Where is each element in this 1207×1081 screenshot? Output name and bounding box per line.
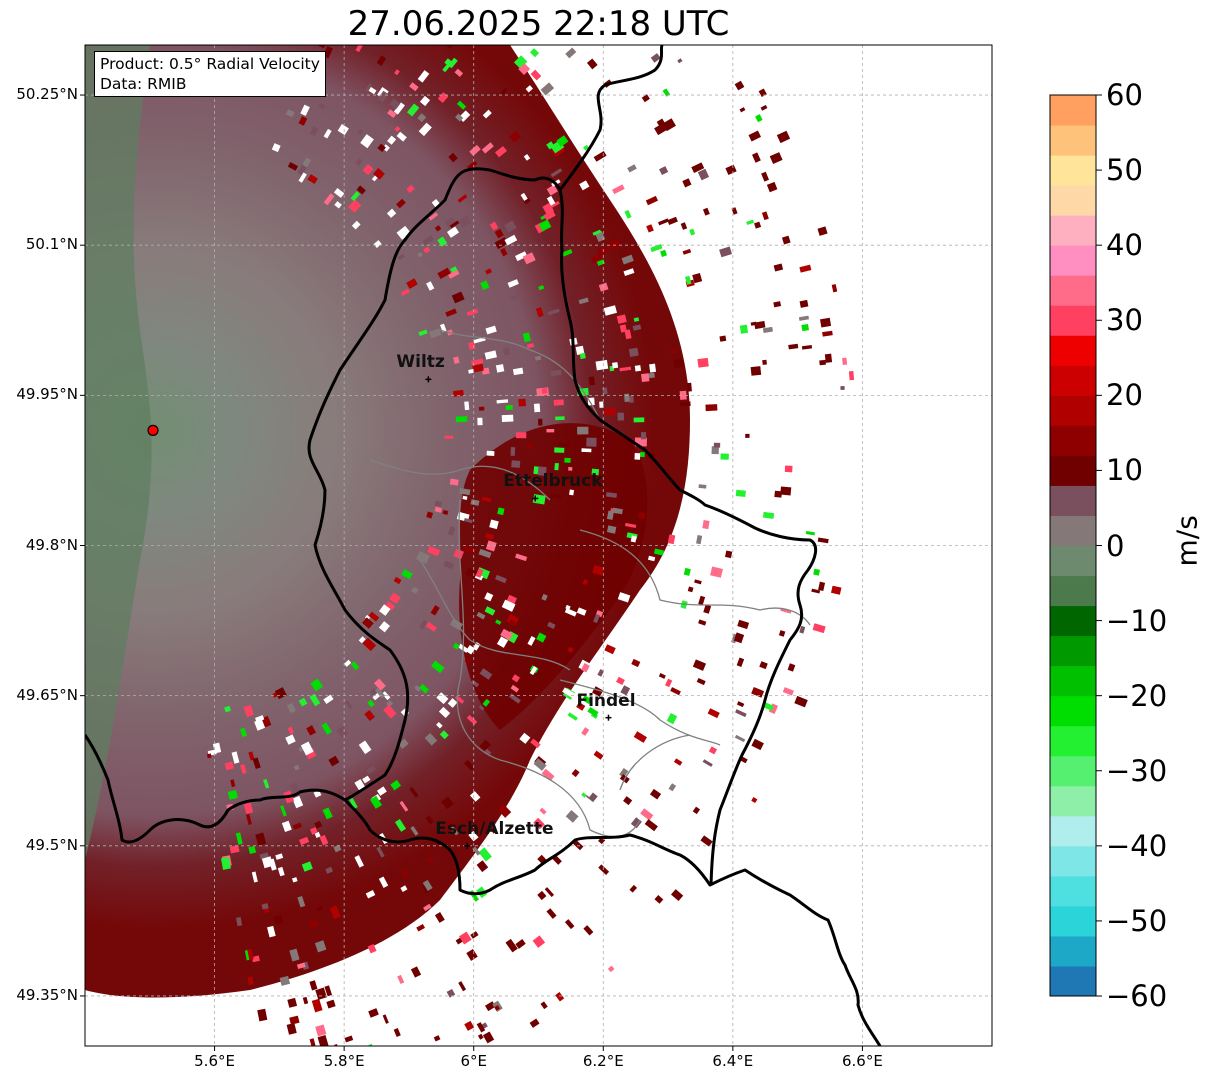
colorbar-tick-label: −50 <box>1106 903 1168 938</box>
city-label: Esch/Alzette <box>435 818 554 839</box>
colorbar-tick-label: 0 <box>1106 528 1125 563</box>
city-markers <box>425 376 612 849</box>
city-label: Wiltz <box>396 352 445 373</box>
map-title: 27.06.2025 22:18 UTC <box>347 4 730 44</box>
data-source-text: Data: RMIB <box>100 75 187 93</box>
colorbar-tick-label: 60 <box>1106 78 1143 112</box>
colorbar-tick-label: 20 <box>1106 378 1143 413</box>
colorbar-tick-label: 50 <box>1106 153 1143 188</box>
lat-tick-label: 50.25°N <box>16 85 78 104</box>
lat-tick-label: 49.35°N <box>16 985 78 1004</box>
colorbar-tick-label: 40 <box>1106 228 1143 263</box>
colorbar-unit-label: m/s <box>1170 515 1204 567</box>
colorbar-tick-label: −60 <box>1106 979 1168 1013</box>
city-label: Ettelbruck <box>503 471 603 492</box>
colorbar-tick-label: −10 <box>1106 603 1168 638</box>
product-text: Product: 0.5° Radial Velocity <box>100 55 320 73</box>
radar-site <box>147 424 159 436</box>
lon-tick-label: 6.6°E <box>842 1052 883 1070</box>
admin-borders <box>369 329 811 838</box>
product-annotation: Product: 0.5° Radial Velocity Data: RMIB <box>94 51 326 97</box>
inbound-band <box>85 45 152 860</box>
lon-tick-label: 6.2°E <box>582 1052 624 1070</box>
national-borders <box>85 45 882 1046</box>
lon-tick-label: 5.6°E <box>194 1052 235 1070</box>
city-label: Findel <box>576 690 636 711</box>
lat-tick-label: 49.5°N <box>25 835 78 854</box>
lon-tick-label: 6.4°E <box>712 1052 754 1070</box>
colorbar-tick-label: −40 <box>1106 828 1168 863</box>
colorbar-tick-label: −30 <box>1106 753 1168 788</box>
lat-tick-label: 50.1°N <box>25 235 78 254</box>
lon-tick-label: 6°E <box>460 1052 487 1070</box>
lat-tick-label: 49.95°N <box>16 385 78 404</box>
lat-tick-label: 49.65°N <box>16 685 78 704</box>
lon-tick-label: 5.8°E <box>323 1052 365 1070</box>
colorbar-tick-label: −20 <box>1106 678 1168 713</box>
colorbar-tick-label: 10 <box>1106 453 1143 488</box>
lat-tick-label: 49.8°N <box>25 535 78 554</box>
colorbar-tick-label: 30 <box>1106 303 1143 338</box>
